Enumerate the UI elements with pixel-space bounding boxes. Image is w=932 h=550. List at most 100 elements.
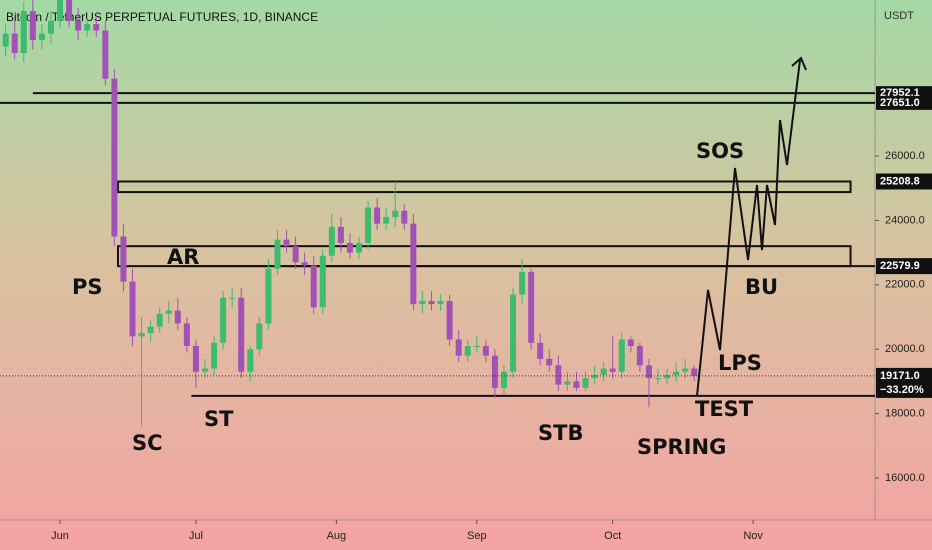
candle-body — [165, 310, 172, 314]
candle-body — [47, 20, 54, 34]
candle-body — [374, 207, 381, 224]
projection-path — [696, 59, 801, 397]
candle-body — [582, 378, 589, 388]
current-change: −33.20% — [880, 384, 924, 396]
candle-body — [655, 378, 662, 380]
y-tick-label: 24000.0 — [885, 214, 925, 226]
projection-arrow — [791, 56, 807, 71]
x-tick-label: Sep — [467, 530, 487, 542]
candle-body — [555, 365, 562, 385]
candle-body — [564, 381, 571, 385]
candle-body — [337, 226, 344, 243]
price-axis: 16000.0 18000.0 20000.0 22000.0 24000.0 26000… — [51, 86, 932, 542]
candle-body — [573, 381, 580, 388]
x-tick-label: Nov — [743, 530, 763, 542]
plot — [0, 0, 875, 427]
level-label-box — [876, 258, 932, 275]
candle-body — [138, 333, 145, 337]
candle-body — [356, 242, 363, 253]
currency-label: USDT — [884, 10, 914, 22]
candle-body — [238, 297, 245, 372]
annotation: STB — [538, 421, 583, 445]
candle-body — [247, 349, 254, 372]
annotation: BU — [745, 275, 778, 299]
candle-body — [519, 271, 526, 295]
chart-title: Bitcoin / TetherUS PERPETUAL FUTURES, 1D… — [6, 10, 318, 24]
x-tick-label: Oct — [604, 530, 621, 542]
candle-body — [93, 23, 100, 31]
candle-body — [211, 342, 218, 369]
candle-body — [682, 368, 689, 372]
candle-body — [464, 345, 471, 356]
candle-body — [265, 268, 272, 324]
candle-body — [256, 323, 263, 350]
candle-body — [446, 300, 453, 340]
candle-body — [201, 368, 208, 372]
candle-body — [383, 217, 390, 224]
annotation: SOS — [696, 139, 744, 163]
level-label: 25208.8 — [880, 175, 920, 187]
candle-body — [147, 326, 154, 334]
annotation: SPRING — [637, 435, 726, 459]
candle-body — [600, 368, 607, 375]
candle-body — [319, 255, 326, 308]
candle-body — [546, 358, 553, 366]
annotation: SC — [132, 431, 163, 455]
candle-body — [500, 371, 507, 388]
candle-body — [491, 355, 498, 388]
candle-body — [428, 300, 435, 305]
candle-body — [365, 207, 372, 243]
candle-body — [346, 242, 353, 253]
y-tick-label: 26000.0 — [885, 150, 925, 162]
candle-body — [537, 342, 544, 359]
candle-body — [20, 11, 27, 53]
candle-body — [618, 339, 625, 372]
candle-body — [328, 226, 335, 256]
candle-body — [664, 374, 671, 379]
candle-body — [75, 20, 82, 31]
candle-body — [437, 300, 444, 305]
candle-body — [673, 371, 680, 375]
x-tick-label: Aug — [327, 530, 347, 542]
candle-body — [229, 297, 236, 299]
candle-body — [419, 300, 426, 305]
level-label: 22579.9 — [880, 260, 920, 272]
candle-body — [11, 33, 18, 53]
candle-body — [609, 368, 616, 372]
candle-body — [120, 236, 127, 282]
y-tick-label: 22000.0 — [885, 279, 925, 291]
candle-body — [57, 0, 64, 21]
x-tick-label: Jun — [51, 530, 69, 542]
y-tick-label: 16000.0 — [885, 472, 925, 484]
level-label: 27651.0 — [880, 97, 920, 109]
y-tick-label: 18000.0 — [885, 408, 925, 420]
candle-body — [636, 345, 643, 366]
candle-body — [274, 239, 281, 269]
candle-body — [283, 239, 290, 247]
candle-body — [401, 210, 408, 224]
y-tick-label: 20000.0 — [885, 343, 925, 355]
annotation: PS — [72, 275, 103, 299]
zone-box — [117, 180, 852, 194]
candle-body — [310, 265, 317, 308]
annotation: LPS — [718, 351, 762, 375]
candle-body — [510, 294, 517, 372]
candle-body — [84, 23, 91, 31]
candle-body — [528, 271, 535, 343]
candle-body — [455, 339, 462, 356]
candle-body — [691, 368, 698, 376]
annotation: AR — [167, 245, 199, 269]
candle-body — [66, 0, 73, 21]
level-label-box — [876, 173, 932, 190]
current-label: 19171.0 — [880, 370, 920, 382]
candle-body — [102, 30, 109, 79]
candle-body — [482, 345, 489, 356]
candle-body — [156, 313, 163, 327]
level-label-box — [876, 95, 932, 110]
candle-body — [473, 345, 480, 347]
candle-body — [392, 210, 399, 218]
candle-body — [111, 78, 118, 237]
candle-body — [301, 262, 308, 266]
